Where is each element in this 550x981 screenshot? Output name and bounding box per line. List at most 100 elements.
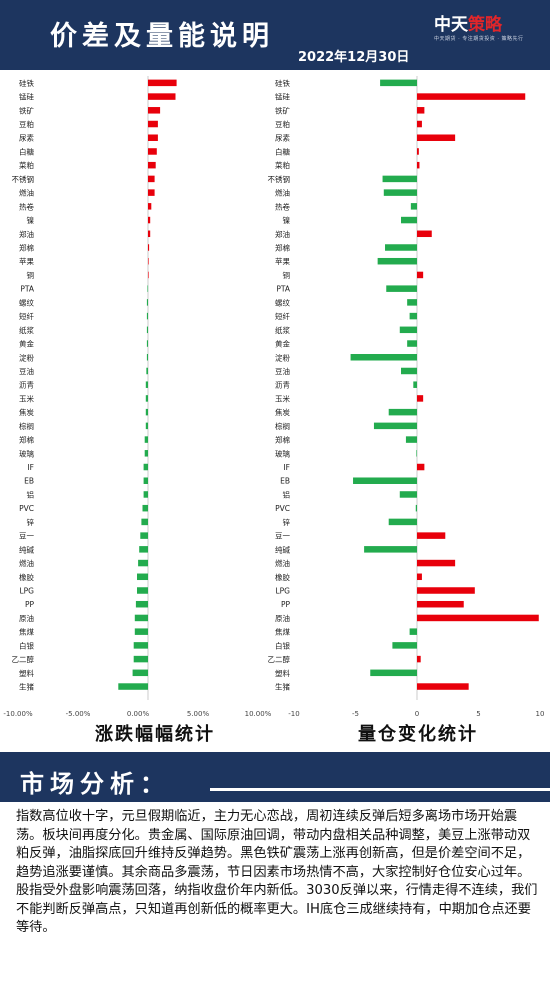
vol-category-label: 锰硅 [275, 92, 290, 102]
vol-category-label: 焦煤 [275, 627, 290, 637]
vol-bar [417, 161, 420, 169]
chg-bar [146, 367, 148, 375]
chg-bar [135, 600, 148, 608]
chg-bar [134, 614, 148, 622]
market-analysis-body: 指数高位收十字，元旦假期临近，主力无心恋战，周初连续反弹后短多离场市场开始震荡。… [0, 802, 550, 981]
chg-category-label: 白银 [19, 640, 34, 650]
chg-category-label: 短纤 [19, 311, 34, 321]
vol-chart-title: 量仓变化统计 [358, 723, 478, 745]
vol-bar [417, 559, 456, 567]
vol-category-label: 郑棉 [275, 243, 290, 253]
vol-category-label: 豆油 [275, 366, 290, 376]
chg-tick-label: 5.00% [187, 710, 210, 718]
vol-bar [417, 93, 526, 100]
chg-category-label: 铁矿 [19, 105, 34, 115]
chg-category-label: 尿素 [19, 133, 34, 143]
vol-tick-label: -10 [288, 710, 299, 718]
vol-category-label: 橡胶 [275, 572, 290, 582]
vol-bar [353, 477, 417, 484]
vol-bar [417, 573, 422, 581]
chg-tick-label: -10.00% [3, 710, 33, 718]
chg-category-label: 郑油 [19, 229, 34, 239]
vol-category-label: 菜粕 [275, 160, 290, 170]
chg-bar [139, 546, 148, 553]
vol-bar [392, 642, 417, 649]
vol-category-label: 燃油 [275, 188, 290, 198]
vol-category-label: 生猪 [275, 682, 290, 692]
chg-bar [144, 450, 148, 457]
vol-category-label: 苹果 [275, 256, 290, 266]
vol-bar [385, 244, 417, 251]
vol-bar [388, 408, 417, 416]
vol-category-label: 豆一 [275, 532, 290, 541]
chg-bar [148, 203, 152, 210]
chg-bar [148, 175, 155, 183]
chg-category-label: 镍 [27, 215, 35, 225]
vol-bar [417, 614, 539, 622]
chg-bar [138, 559, 148, 567]
vol-bar [417, 230, 432, 238]
vol-category-label: 原油 [275, 613, 290, 623]
vol-bar [405, 436, 417, 443]
vol-category-label: 棕榈 [275, 421, 290, 431]
vol-bar [416, 450, 417, 457]
chg-bar [145, 381, 148, 388]
vol-bar [417, 120, 422, 128]
vol-bar [417, 134, 456, 141]
brand-logo: 中天策略 中天期货 · 专注期货投资 · 策略先行 [432, 8, 540, 44]
vol-category-label: LPG [275, 587, 290, 596]
vol-tick-label: 0 [415, 710, 419, 718]
vol-category-label: 燃油 [275, 558, 290, 568]
logo-main-text: 中天 [434, 15, 468, 35]
vol-category-label: 白银 [275, 640, 290, 650]
vol-category-label: 短纤 [275, 311, 290, 321]
vol-bar [417, 655, 421, 663]
chg-bar [142, 504, 148, 512]
vol-bar [364, 546, 417, 553]
chg-bar [146, 326, 148, 334]
chg-bar [148, 161, 156, 169]
chg-bar [143, 477, 148, 484]
chg-bar [118, 683, 148, 690]
vol-bar [380, 79, 417, 87]
chg-category-label: 菜粕 [19, 160, 34, 170]
chg-category-label: 焦煤 [19, 627, 34, 637]
chg-category-label: 燃油 [19, 558, 34, 568]
chg-category-label: 锰硅 [19, 92, 34, 102]
vol-category-label: 不锈钢 [268, 174, 291, 184]
chg-bar [145, 422, 148, 430]
chg-bar [146, 354, 148, 361]
chg-bar [143, 491, 148, 498]
vol-category-label: PP [281, 600, 291, 609]
vol-category-label: 锌 [283, 517, 291, 527]
vol-category-label: 纸浆 [275, 325, 290, 335]
vol-category-label: 纯碱 [275, 544, 290, 554]
chg-category-label: 生猪 [19, 682, 34, 692]
chg-bar [148, 107, 161, 114]
charts-area: 硅铁锰硅铁矿豆粕尿素白糖菜粕不锈钢燃油热卷镍郑油郑棉苹果铜PTA螺纹短纤纸浆黄金… [3, 76, 544, 745]
chg-category-label: 豆粕 [19, 119, 34, 129]
chg-category-label: 锌 [27, 517, 35, 527]
vol-bar [377, 257, 417, 265]
chg-bar [141, 518, 148, 526]
chg-category-label: 纸浆 [19, 325, 34, 335]
vol-bar [417, 148, 419, 155]
vol-category-label: 塑料 [275, 668, 290, 678]
market-analysis-header: 市场分析： [0, 752, 550, 802]
vol-bar [417, 463, 425, 471]
chg-category-label: 棕榈 [19, 421, 34, 431]
vol-category-label: 铜 [283, 270, 291, 280]
chg-bar [148, 148, 157, 155]
chg-bar [137, 573, 148, 581]
vol-category-label: 乙二醇 [268, 654, 291, 664]
chg-bar [132, 669, 148, 677]
chg-category-label: 豆油 [19, 366, 34, 376]
vol-category-label: 硅铁 [275, 78, 290, 88]
vol-bar [401, 367, 417, 375]
chg-bar [146, 312, 148, 320]
vol-category-label: 沥青 [275, 380, 290, 390]
vol-bar [407, 299, 417, 306]
chg-bar [148, 79, 177, 87]
market-analysis-title: 市场分析： [20, 769, 170, 798]
logo-subtitle: 中天期货 · 专注期货投资 · 策略先行 [434, 36, 524, 42]
